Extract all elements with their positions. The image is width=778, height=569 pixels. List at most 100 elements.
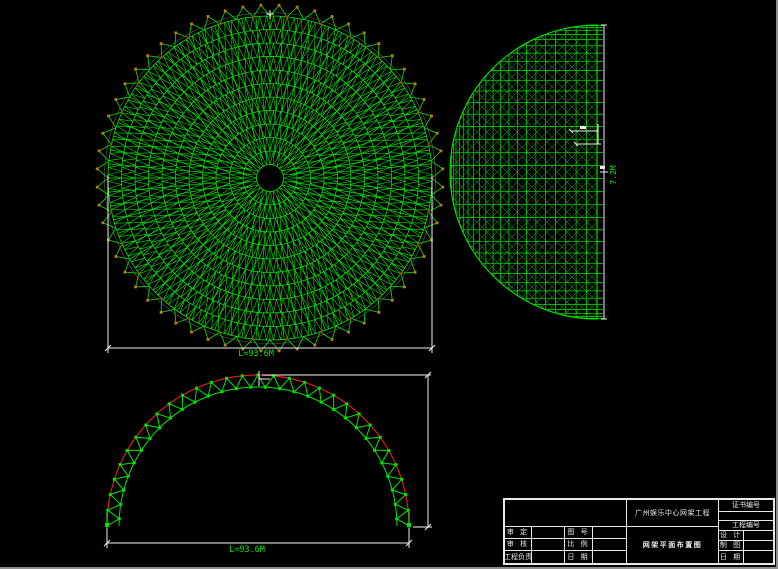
arch-span-dimension: [103, 528, 413, 548]
title-block: 审 定 图 号 审 核 比 例 工程负责 日 期 广州娱乐中心网架工程 网架平面…: [503, 498, 775, 565]
elevation-diagonal-members-b: [450, 25, 597, 319]
arch-node: [395, 517, 399, 521]
arch-base-node: [105, 523, 109, 527]
perimeter-node-dot: [319, 22, 322, 25]
arch-node: [378, 435, 382, 439]
arch-height-dimension: [262, 371, 432, 531]
arch-node: [256, 373, 260, 377]
arch-section-view: [105, 371, 411, 528]
support-node-marker: [97, 149, 101, 153]
arch-apex-tick: [258, 371, 270, 386]
arch-base-supports: [106, 512, 410, 526]
support-node-marker: [134, 285, 137, 289]
perimeter-node-dot: [137, 81, 140, 84]
arch-node: [240, 374, 244, 378]
arch-node: [234, 387, 238, 391]
arch-node: [206, 394, 210, 398]
arch-node: [386, 474, 390, 478]
title-block-value: [744, 551, 773, 563]
arch-node: [148, 437, 152, 440]
arch-node: [155, 412, 159, 416]
arch-node: [406, 508, 410, 512]
elevation-outline: [449, 24, 598, 320]
perimeter-node-dot: [252, 338, 255, 341]
sheet-border-right: [776, 0, 778, 569]
arch-inner-chord: [118, 386, 398, 527]
arch-node: [354, 426, 358, 430]
dome-plan-view: [95, 3, 445, 353]
perimeter-node-dot: [427, 210, 430, 213]
support-node-marker: [439, 149, 443, 153]
arch-node: [139, 448, 143, 452]
elevation-horizontal-members: [450, 25, 597, 319]
arch-node: [357, 412, 361, 416]
support-node-marker: [223, 9, 227, 13]
support-node-marker: [159, 311, 163, 314]
support-node-marker: [101, 221, 105, 225]
arch-base-node: [407, 523, 411, 527]
support-node-marker: [146, 298, 150, 302]
support-node-marker: [223, 343, 227, 347]
title-block-label: 日 期: [719, 551, 744, 563]
support-node-marker: [206, 338, 210, 341]
perimeter-node-dot: [285, 338, 288, 341]
arch-node: [117, 517, 121, 521]
support-node-marker: [295, 347, 299, 351]
support-node-marker: [123, 82, 127, 86]
support-node-marker: [107, 114, 110, 118]
support-node-marker: [114, 255, 118, 258]
arch-node: [263, 385, 267, 389]
arch-node: [180, 407, 184, 411]
certificate-number-value: [719, 512, 773, 521]
support-node-marker: [206, 15, 210, 18]
plan-apex-tick: [266, 10, 274, 19]
arch-node: [106, 508, 110, 512]
dimension-lines: [103, 175, 436, 548]
elevation-height-dimension-label: 7.2M: [609, 165, 618, 184]
perimeter-node-dot: [319, 331, 322, 334]
title-block-value: [593, 527, 627, 539]
arch-node: [368, 423, 372, 427]
support-node-marker: [413, 82, 417, 86]
arch-node: [292, 390, 296, 394]
arch-node: [108, 493, 112, 497]
perimeter-node-dot: [121, 111, 123, 114]
perimeter-node-dot: [350, 36, 352, 39]
support-node-marker: [362, 31, 366, 35]
support-node-marker: [439, 203, 443, 207]
perimeter-node-dot: [417, 242, 419, 245]
perimeter-node-dot: [160, 297, 163, 300]
support-node-marker: [403, 67, 406, 71]
arch-node: [319, 400, 323, 404]
title-block-value: [593, 539, 627, 551]
arch-node: [400, 477, 404, 481]
support-node-marker: [435, 131, 439, 135]
arch-node: [332, 407, 336, 411]
arch-node: [364, 437, 368, 440]
elevation-height-dimension: [600, 24, 608, 320]
title-block-value: [744, 531, 773, 541]
arch-node: [122, 488, 126, 492]
arch-node: [249, 385, 253, 389]
title-block-label: 工程负责: [505, 551, 532, 563]
support-node-marker: [295, 5, 299, 9]
support-node-marker: [174, 321, 178, 325]
title-block-empty-cell: [505, 500, 627, 527]
support-node-marker: [97, 203, 101, 207]
support-node-marker: [241, 347, 245, 351]
perimeter-node-dot: [285, 15, 288, 18]
title-block-value: [744, 541, 773, 551]
support-node-marker: [377, 311, 381, 314]
arch-node: [404, 493, 408, 497]
support-node-marker: [347, 330, 350, 334]
arch-node: [126, 474, 130, 478]
arch-node: [303, 380, 307, 384]
title-block-label: 图 号: [565, 527, 593, 539]
perimeter-node-dot: [252, 15, 255, 18]
certificate-number-header: 证书编号: [719, 500, 773, 512]
support-node-marker: [435, 221, 439, 225]
arch-node: [225, 376, 229, 380]
support-node-marker: [134, 67, 137, 71]
arch-node: [332, 393, 335, 397]
